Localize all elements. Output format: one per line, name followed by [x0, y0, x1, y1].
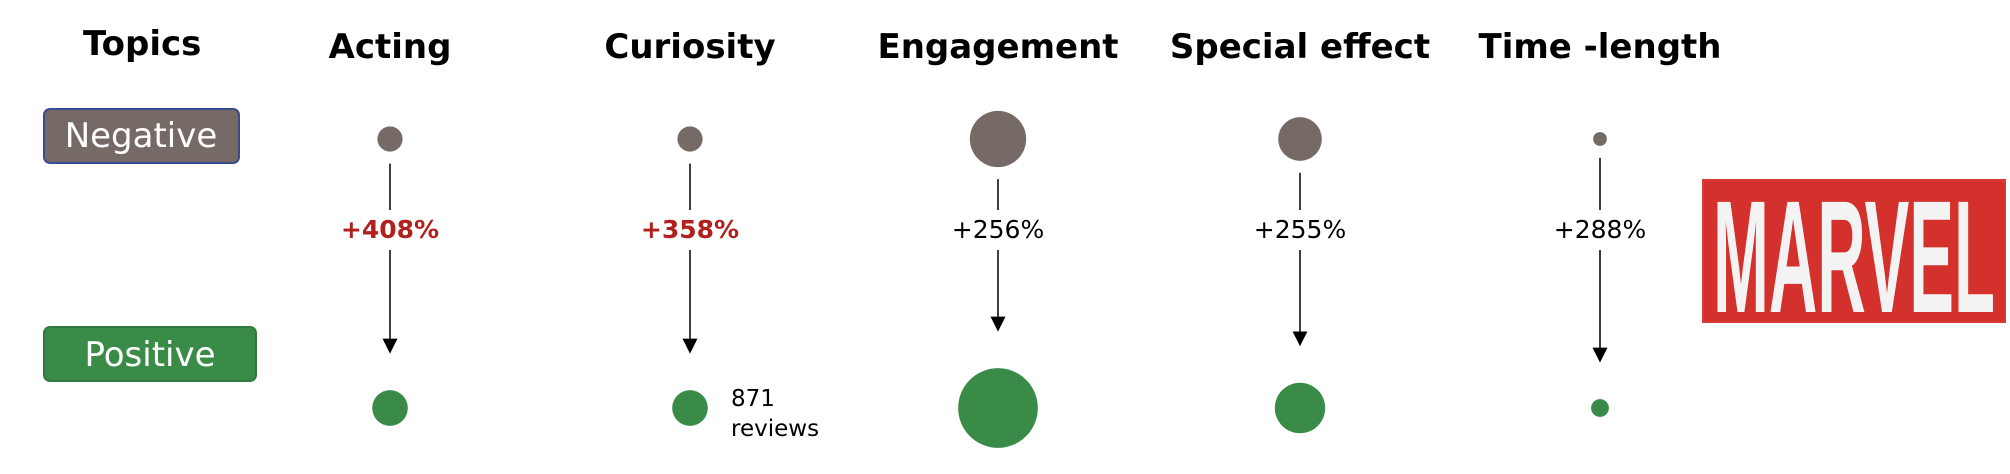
change-percent-time-length: +288% [1554, 215, 1646, 244]
positive-label: Positive [84, 335, 215, 375]
topic-title-time-length: Time -length [1479, 27, 1722, 67]
negative-row-label: Negative [43, 108, 240, 164]
negative-pill-shape [43, 108, 240, 164]
positive-row-label: Positive [43, 326, 257, 382]
topic-column-curiosity: Curiosity +358% [604, 27, 776, 426]
change-percent-special-effect: +255% [1254, 215, 1346, 244]
positive-bubble-special-effect [1274, 382, 1326, 434]
topic-column-engagement: Engagement +256% [877, 27, 1119, 448]
negative-bubble-special-effect [1278, 117, 1322, 161]
topics-heading: Topics [83, 24, 201, 64]
positive-bubble-curiosity [672, 390, 708, 426]
positive-bubble-acting [372, 390, 408, 426]
topic-column-special-effect: Special effect +255% [1170, 27, 1430, 434]
legend-unit: reviews [731, 416, 819, 442]
marvel-logo-background [1702, 179, 2006, 323]
positive-bubble-engagement [958, 368, 1038, 448]
change-percent-engagement: +256% [952, 215, 1044, 244]
topic-title-special-effect: Special effect [1170, 27, 1430, 67]
topic-column-time-length: Time -length +288% [1479, 27, 1722, 417]
negative-label: Negative [65, 116, 218, 156]
positive-bubble-time-length [1591, 399, 1609, 417]
topic-title-engagement: Engagement [877, 27, 1118, 67]
topic-title-curiosity: Curiosity [604, 27, 775, 67]
negative-bubble-acting [377, 126, 403, 152]
change-percent-acting: +408% [341, 215, 439, 244]
negative-bubble-time-length [1593, 132, 1607, 146]
marvel-logo: MARVEL [1702, 167, 2006, 346]
legend-count: 871 [731, 386, 775, 412]
marvel-logo-text: MARVEL [1713, 167, 1995, 346]
topic-title-acting: Acting [329, 27, 452, 67]
negative-bubble-curiosity [677, 126, 703, 152]
change-percent-curiosity: +358% [641, 215, 739, 244]
negative-bubble-engagement [969, 110, 1027, 168]
topic-columns: Acting +408% Curiosity +358% Engagement +256%… [329, 27, 1722, 448]
positive-pill-shape [43, 326, 257, 382]
topic-column-acting: Acting +408% [329, 27, 452, 426]
